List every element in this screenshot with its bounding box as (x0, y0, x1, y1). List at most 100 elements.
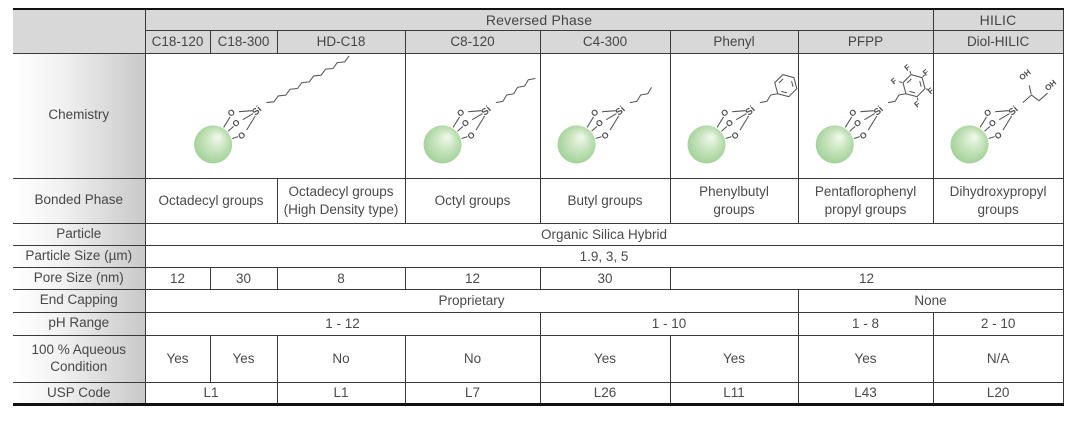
particle-cell-0: Organic Silica Hybrid (144, 222, 1064, 246)
chemistry-structure-c18: O O O Si (144, 52, 406, 179)
pore-size-cell-5: 12 (669, 266, 1064, 290)
table-row-bonded-phase: Bonded Phase Octadecyl groups Octadecyl gr… (13, 177, 1064, 224)
cell-text-line: (High Density type) (283, 201, 399, 217)
usp-code-cell-2: L7 (404, 381, 541, 406)
column-header-c18-120: C18-120 (144, 29, 211, 54)
end-capping-cell-0: Proprietary (144, 288, 799, 313)
aqueous-cell-1: Yes (209, 334, 278, 383)
oxygen-atom-label: O (593, 117, 605, 129)
oxygen-atom-label: O (465, 129, 477, 141)
aqueous-cell-0: Yes (144, 334, 211, 383)
usp-code-cell-5: L43 (797, 381, 934, 406)
bonded-phase-cell-1: Octadecyl groups (High Density type) (276, 177, 406, 224)
table-row-end-capping: End Capping Proprietary None (13, 288, 1064, 313)
oxygen-atom-label: O (723, 117, 735, 129)
cell-text-line: groups (977, 201, 1019, 217)
ph-range-cell-1: 1 - 10 (539, 311, 799, 336)
aqueous-cell-4: Yes (539, 334, 671, 383)
column-header-phenyl: Phenyl (669, 29, 799, 54)
pore-size-cell-2: 8 (276, 266, 406, 290)
bonded-phase-cell-2: Octyl groups (404, 177, 541, 224)
table-row-particle-size: Particle Size (µm) 1.9, 3, 5 (13, 244, 1064, 268)
fluorine-atom-label: F (889, 76, 899, 86)
bonded-phase-cell-5: Pentaflorophenyl propyl groups (797, 177, 934, 224)
row-label-end-capping: End Capping (13, 288, 146, 313)
table-row-usp-code: USP Code L1 L1 L7 L26 L11 L43 L20 (13, 381, 1064, 406)
group-header-reversed-phase: Reversed Phase (144, 8, 934, 31)
oxygen-atom-label: O (230, 117, 242, 129)
cell-text-line: Octyl groups (434, 192, 511, 208)
bonded-phase-cell-4: Phenylbutyl groups (669, 177, 799, 224)
cell-text-line: Octadecyl groups (158, 192, 264, 208)
chemistry-structure-phenyl: O O O Si (669, 52, 799, 179)
row-label-aqueous: 100 % Aqueous Condition (13, 334, 146, 383)
fluorine-atom-label: F (925, 86, 933, 96)
table-row-chemistry: Chemistry O O O Si O O O Si O O O Si O O O Si O O O Si F F F F F O… (13, 52, 1064, 179)
usp-code-cell-6: L20 (932, 381, 1064, 406)
aqueous-cell-5: Yes (669, 334, 799, 383)
silica-particle-sphere-icon (815, 125, 854, 164)
silica-particle-sphere-icon (194, 125, 233, 164)
particle-size-cell-0: 1.9, 3, 5 (144, 244, 1064, 268)
column-header-c18-300: C18-300 (209, 29, 278, 54)
chemistry-structure-c8: O O O Si (404, 52, 541, 179)
row-label-bonded-phase: Bonded Phase (13, 177, 146, 224)
column-header-pfpp: PFPP (797, 29, 934, 54)
silica-particle-sphere-icon (557, 125, 596, 164)
oxygen-atom-label: O (718, 106, 730, 118)
oxygen-atom-label: O (992, 129, 1004, 141)
oxygen-atom-label: O (729, 129, 741, 141)
table-row-particle: Particle Organic Silica Hybrid (13, 222, 1064, 246)
cell-text-line: Phenylbutyl (699, 183, 769, 199)
cell-text-line: propyl groups (824, 201, 907, 217)
silicon-atom-label: Si (479, 104, 493, 118)
pore-size-cell-1: 30 (209, 266, 278, 290)
silica-particle-sphere-icon (950, 125, 989, 164)
silicon-atom-label: Si (613, 104, 627, 118)
column-spec-table-container: Reversed Phase HILIC C18-120 C18-300 HD-C18 C… (13, 8, 1064, 407)
oxygen-atom-label: O (986, 117, 998, 129)
cell-text-line: Butyl groups (567, 192, 643, 208)
cell-text-line: groups (713, 201, 755, 217)
ph-range-cell-2: 1 - 8 (797, 311, 934, 336)
usp-code-cell-3: L26 (539, 381, 671, 406)
ph-range-cell-3: 2 - 10 (932, 311, 1064, 336)
row-label-particle-size: Particle Size (µm) (13, 244, 146, 268)
pore-size-cell-3: 12 (404, 266, 541, 290)
row-label-chemistry: Chemistry (13, 52, 146, 179)
cell-text-line: Pentaflorophenyl (814, 183, 917, 199)
chemistry-structure-pfpp: O O O Si F F F F F (797, 52, 934, 179)
aqueous-cell-7: N/A (932, 334, 1064, 383)
chemistry-structure-c4: O O O Si (539, 52, 671, 179)
fluorine-atom-label: F (912, 99, 922, 109)
oxygen-atom-label: O (588, 106, 600, 118)
chemistry-structure-diol: O O O Si OH OH (932, 52, 1064, 179)
oxygen-atom-label: O (851, 117, 863, 129)
spec-table-head: Reversed Phase HILIC C18-120 C18-300 HD-C18 C… (13, 8, 1064, 54)
silicon-atom-label: Si (743, 104, 757, 118)
oxygen-atom-label: O (981, 106, 993, 118)
hydroxyl-group-label: OH (1043, 78, 1058, 93)
table-row-pore-size: Pore Size (nm) 12 30 8 12 30 12 (13, 266, 1064, 290)
silicon-atom-label: Si (1006, 104, 1020, 118)
oxygen-atom-label: O (225, 106, 237, 118)
bonded-phase-cell-0: Octadecyl groups (144, 177, 278, 224)
oxygen-atom-label: O (459, 117, 471, 129)
bonded-phase-cell-3: Butyl groups (539, 177, 671, 224)
column-header-c8-120: C8-120 (404, 29, 541, 54)
column-spec-table: Reversed Phase HILIC C18-120 C18-300 HD-C18 C… (13, 8, 1064, 407)
usp-code-cell-0: L1 (144, 381, 278, 406)
silica-particle-sphere-icon (423, 125, 462, 164)
row-label-usp-code: USP Code (13, 381, 146, 406)
oxygen-atom-label: O (857, 129, 869, 141)
silica-particle-sphere-icon (687, 125, 726, 164)
oxygen-atom-label: O (454, 106, 466, 118)
oxygen-atom-label: O (847, 106, 859, 118)
fluorine-atom-label: F (902, 63, 912, 73)
column-header-hd-c18: HD-C18 (276, 29, 406, 54)
